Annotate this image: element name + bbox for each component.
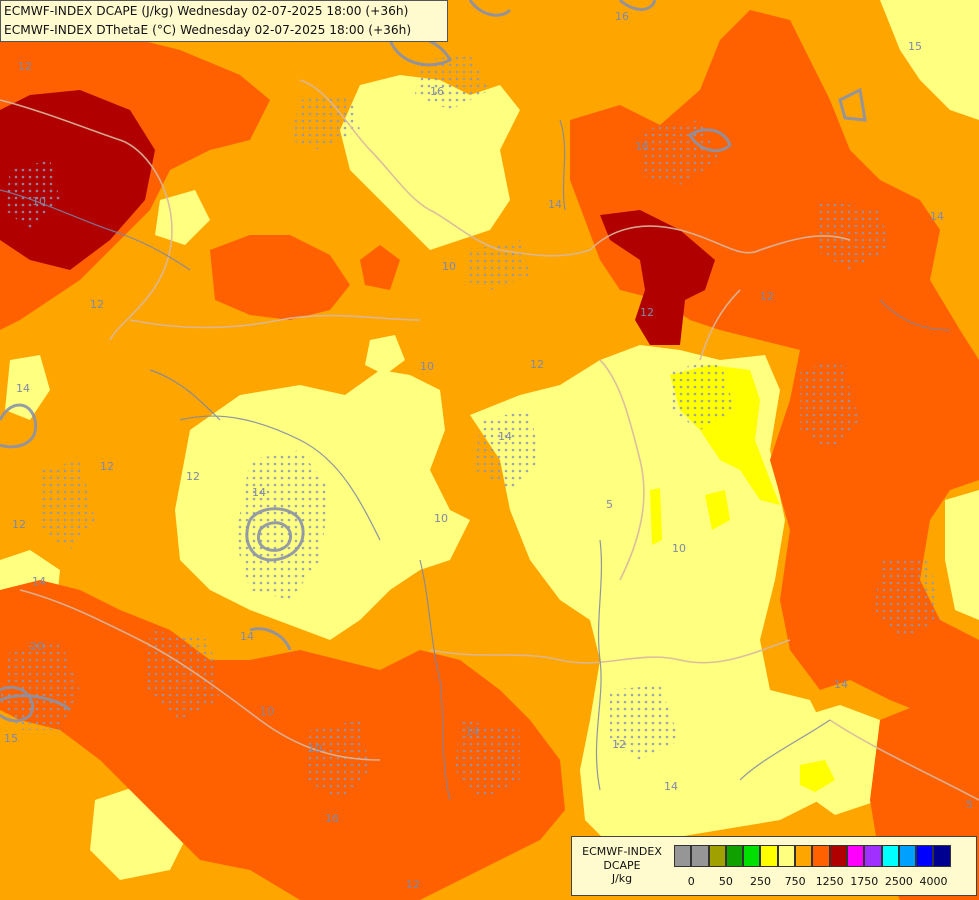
- dcape-low-north-middle: [340, 75, 520, 250]
- contour-label: 16: [430, 85, 444, 98]
- dthetae-contours: [0, 0, 867, 723]
- legend-color-bar: [674, 845, 951, 867]
- chart-title-box: ECMWF-INDEX DCAPE (J/kg) Wednesday 02-07…: [0, 0, 448, 42]
- dcape-high-north-center: [210, 235, 350, 320]
- dthetae-dotted-bands: [0, 55, 940, 800]
- contour-label: 12: [18, 60, 32, 73]
- contour-label: 15: [908, 40, 922, 53]
- legend-variable: DCAPE: [603, 858, 641, 872]
- legend-tick-label: 4000: [919, 875, 948, 888]
- dcape-high-small-1: [360, 245, 400, 290]
- contour-label: 14: [16, 382, 30, 395]
- legend-tick-labels: 0 50 250 750 1250 1750 2500 4000: [674, 875, 974, 889]
- dcape-high-south-west: [0, 580, 565, 900]
- contour-label: 20: [30, 640, 44, 653]
- legend: ECMWF-INDEX DCAPE J/kg 0 50 250 750 1250 1750…: [571, 836, 977, 896]
- dcape-low-small-1: [365, 335, 405, 375]
- contour-label: 12: [100, 460, 114, 473]
- legend-swatch: [933, 845, 951, 867]
- dcape-low-small-4: [5, 355, 50, 420]
- title-line-dthetae: ECMWF-INDEX DThetaE (°C) Wednesday 02-07…: [4, 23, 412, 37]
- legend-tick-label: 250: [750, 875, 771, 888]
- contour-label: 14: [240, 630, 254, 643]
- contour-label: 5: [606, 498, 613, 511]
- legend-swatch: [691, 845, 709, 867]
- dcape-low-east-edge: [945, 490, 979, 620]
- contour-label: 14: [465, 725, 479, 738]
- legend-swatch: [777, 845, 796, 867]
- legend-swatch: [846, 845, 865, 867]
- legend-caption: ECMWF-INDEX DCAPE J/kg: [572, 845, 672, 886]
- contour-label: 10: [442, 260, 456, 273]
- contour-label: 5: [966, 798, 973, 811]
- contour-label: 12: [90, 298, 104, 311]
- contour-label: 10: [308, 742, 322, 755]
- legend-swatch: [812, 845, 830, 867]
- contour-label: 14: [32, 575, 46, 588]
- dcape-high-north-east: [570, 10, 979, 720]
- map-borders: [0, 79, 979, 801]
- contour-labels: 16 16 10 12 12 12 14 14 14 14 12 10 12 5…: [4, 10, 973, 891]
- legend-tick-label: 1750: [850, 875, 879, 888]
- dcape-peak-small-1: [705, 490, 730, 530]
- dcape-very-high-areas: [0, 90, 715, 345]
- contour-label: 12: [12, 518, 26, 531]
- legend-unit: J/kg: [611, 872, 633, 885]
- contour-label: 14: [834, 678, 848, 691]
- map-rivers: [0, 119, 951, 801]
- dcape-peak-small-2: [800, 760, 835, 792]
- contour-label: 14: [664, 780, 678, 793]
- contour-label: 10: [32, 195, 46, 208]
- contour-label: 14: [498, 430, 512, 443]
- legend-swatch: [674, 845, 692, 867]
- dcape-very-high-north-west: [0, 90, 155, 270]
- contour-label: 10: [420, 360, 434, 373]
- contour-label: 12: [640, 306, 654, 319]
- contour-label: 10: [672, 542, 686, 555]
- title-line-dcape: ECMWF-INDEX DCAPE (J/kg) Wednesday 02-07…: [4, 4, 409, 18]
- contour-label: 14: [252, 486, 266, 499]
- legend-tick-label: 0: [687, 875, 695, 888]
- contour-label: 14: [548, 198, 562, 211]
- dcape-very-high-east: [600, 210, 715, 345]
- legend-tick-label: 2500: [884, 875, 913, 888]
- contour-label: 16: [615, 10, 629, 23]
- contour-label: 14: [930, 210, 944, 223]
- legend-tick-label: 50: [718, 875, 733, 888]
- legend-swatch: [795, 845, 813, 867]
- legend-tick-label: 750: [784, 875, 806, 888]
- contour-label: 15: [4, 732, 18, 745]
- legend-swatch: [881, 845, 899, 867]
- legend-model: ECMWF-INDEX: [582, 845, 662, 858]
- legend-swatch: [916, 845, 934, 867]
- contour-label: 12: [406, 878, 420, 891]
- contour-label: 12: [530, 358, 544, 371]
- legend-swatch: [829, 845, 847, 867]
- contour-label: 12: [760, 290, 774, 303]
- contour-label: 16: [325, 812, 339, 825]
- legend-swatch: [864, 845, 882, 867]
- contour-label: 16: [635, 140, 649, 153]
- legend-swatch: [725, 845, 744, 867]
- dcape-low-north-east-corner: [880, 0, 979, 120]
- legend-swatch: [898, 845, 917, 867]
- legend-swatch: [760, 845, 778, 867]
- legend-swatch: [708, 845, 726, 867]
- legend-tick-label: 1250: [815, 875, 844, 888]
- contour-label: 12: [612, 738, 626, 751]
- legend-swatch: [743, 845, 761, 867]
- dcape-peak-small-3: [650, 488, 662, 545]
- contour-label: 12: [186, 470, 200, 483]
- contour-label: 10: [260, 705, 274, 718]
- contour-label: 10: [434, 512, 448, 525]
